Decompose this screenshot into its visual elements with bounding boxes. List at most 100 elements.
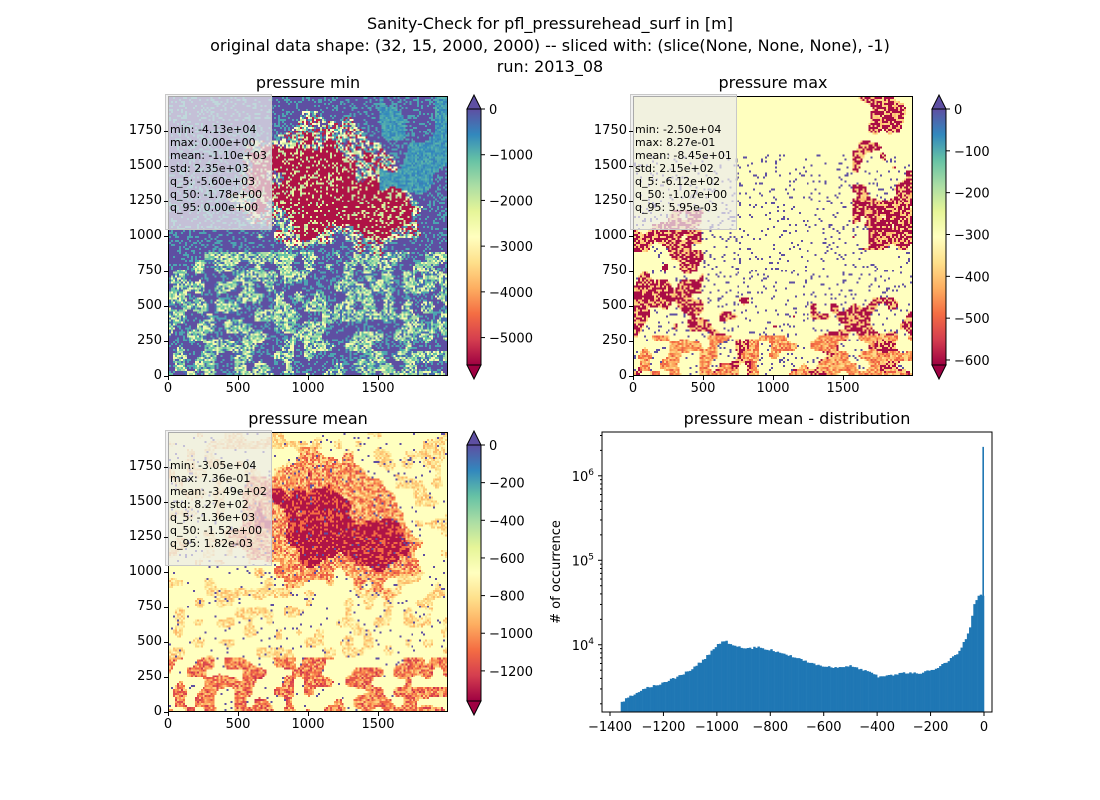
histogram-bars	[620, 446, 985, 712]
histogram-bar	[691, 669, 694, 712]
colorbar-pressure-min: 0 −1000 −2000 −3000 −4000 −5000	[466, 93, 533, 381]
histogram-bar	[744, 648, 748, 712]
histogram-bar	[624, 698, 628, 712]
histogram-bar	[836, 667, 839, 712]
histogram-bar	[772, 651, 775, 712]
stat-line: q_95: 0.00e+00	[170, 201, 259, 214]
y-tick-label: 1500	[128, 158, 162, 173]
x-tick-mark	[167, 712, 169, 716]
histogram-bar	[896, 674, 899, 712]
histogram-bar	[966, 633, 970, 712]
y-tick-mark	[629, 305, 633, 307]
colorbar-extend-bottom	[466, 364, 482, 381]
histogram-bar	[663, 681, 666, 712]
x-tick-label: 0	[163, 717, 173, 732]
histogram-bar	[825, 666, 829, 712]
histogram-bar	[783, 653, 786, 712]
histogram-bar	[887, 675, 891, 712]
histogram-bar	[780, 653, 784, 712]
histogram-bar	[721, 641, 724, 712]
histogram-bar	[740, 647, 743, 712]
histogram-bar	[932, 669, 936, 712]
y-tick-label: 1750	[593, 123, 627, 138]
x-tick-mark	[167, 376, 169, 380]
histogram-bar	[875, 674, 878, 712]
histogram-bar	[804, 660, 807, 712]
y-tick-mark	[164, 606, 168, 608]
colorbar-tick-label: −2000	[489, 194, 533, 209]
y-tick-mark	[164, 200, 168, 202]
x-tick-label: −600	[806, 720, 842, 735]
y-tick-mark	[164, 165, 168, 167]
histogram-bar	[808, 662, 812, 712]
histogram-bar	[934, 668, 938, 712]
histogram-bar	[725, 640, 728, 712]
histogram-bar	[823, 666, 827, 712]
colorbar-pressure-mean: 0 −200 −400 −600 −800 −1000 −1200	[466, 429, 533, 717]
stat-line: q_95: 5.95e-03	[635, 201, 718, 214]
stats-box-pressure-max: min: -2.50e+04 max: 8.27e-01 mean: -8.45e+…	[630, 94, 737, 230]
colorbar-gradient	[466, 108, 482, 366]
histogram-bar	[930, 669, 933, 712]
y-tick-label: 0	[153, 704, 162, 719]
histogram-bar	[802, 660, 805, 712]
x-tick-label: −1200	[641, 720, 685, 735]
histogram-bar	[622, 701, 626, 712]
histogram-bar	[975, 600, 978, 712]
x-tick-label: 0	[980, 720, 988, 735]
histogram-bar	[964, 639, 968, 712]
histogram-bar	[860, 668, 863, 712]
y-tick-mark	[164, 340, 168, 342]
histogram-bar	[982, 446, 984, 712]
histogram-frame	[601, 431, 993, 713]
histogram-bar	[810, 662, 814, 712]
histogram-bar	[919, 673, 923, 712]
y-tick-label: 1250	[128, 529, 162, 544]
histogram-bar	[945, 662, 948, 712]
histogram-bar	[870, 672, 874, 712]
stat-line: mean: -8.45e+01	[635, 149, 732, 162]
x-tick-mark	[772, 376, 774, 380]
histogram-bar	[787, 655, 790, 712]
histogram-bar	[892, 675, 895, 712]
histogram-bar	[776, 651, 780, 712]
y-tick-label: 750	[137, 599, 162, 614]
x-tick-mark	[377, 712, 379, 716]
histogram-bar	[902, 672, 906, 712]
histogram-bar	[971, 615, 974, 712]
histogram-bar	[719, 643, 722, 712]
stat-line: max: 0.00e+00	[170, 136, 256, 149]
y-tick-label: 105	[572, 552, 594, 569]
y-tick-mark	[164, 270, 168, 272]
stat-line: q_5: -1.36e+03	[170, 511, 256, 524]
histogram-bar	[738, 646, 741, 712]
histogram-bar	[977, 595, 981, 712]
histogram-bar	[830, 667, 833, 712]
histogram-bar	[969, 627, 972, 712]
histogram-bar	[731, 645, 735, 712]
histogram-bar	[648, 687, 651, 712]
histogram-bar	[723, 641, 726, 712]
y-tick-label: 1500	[128, 494, 162, 509]
histogram-bar	[652, 685, 656, 712]
histogram-bar	[806, 662, 810, 712]
histogram-bar	[879, 676, 882, 712]
colorbar-extend-top	[466, 429, 482, 446]
panel-title-pressure-max: pressure max	[718, 73, 828, 92]
y-tick-label: 106	[572, 468, 595, 485]
histogram-bar	[885, 675, 889, 712]
histogram-bar	[883, 676, 886, 712]
histogram-bar	[936, 668, 940, 712]
histogram-bar	[631, 695, 634, 712]
histogram-bar	[755, 647, 758, 712]
x-tick-mark	[237, 376, 239, 380]
x-tick-label: 1500	[826, 381, 860, 396]
histogram-bar	[644, 688, 647, 712]
histogram-bar	[911, 673, 914, 712]
histogram-bar	[979, 594, 983, 712]
histogram-bar	[753, 646, 756, 712]
histogram-bar	[960, 647, 963, 712]
histogram-bar	[710, 650, 713, 712]
histogram-bar	[973, 604, 976, 712]
histogram-bar	[748, 647, 752, 712]
